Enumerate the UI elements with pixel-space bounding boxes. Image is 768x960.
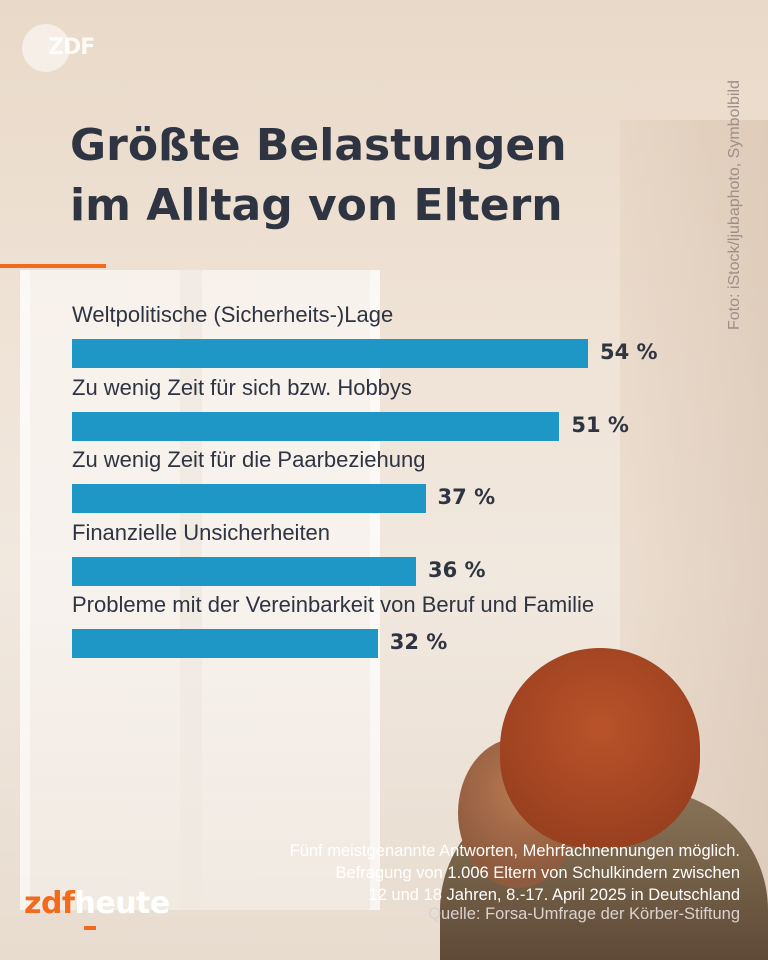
- bar: [72, 411, 560, 441]
- page-title: Größte Belastungen im Alltag von Eltern: [70, 116, 630, 236]
- category-label: Zu wenig Zeit für sich bzw. Hobbys: [72, 374, 412, 400]
- bar: [72, 484, 426, 513]
- category-label: Zu wenig Zeit für die Paarbeziehung: [72, 447, 426, 472]
- source-note: Quelle: Forsa-Umfrage der Körber-Stiftun…: [428, 905, 740, 923]
- title-accent-line: [0, 264, 106, 268]
- title-line-2: im Alltag von Eltern: [70, 180, 563, 231]
- brand-zdf: zdf: [24, 886, 75, 921]
- footnote-line-2: Befragung von 1.006 Eltern von Schulkind…: [335, 864, 741, 882]
- category-label: Weltpolitische (Sicherheits-)Lage: [72, 302, 394, 327]
- zdfheute-logo: zdfheute: [24, 886, 171, 930]
- brand-underline: [84, 926, 96, 930]
- zdf-logo-icon: ZDF: [22, 24, 95, 72]
- value-label: 37 %: [437, 485, 496, 509]
- zdf-logo-text: ZDF: [48, 35, 95, 60]
- value-label: 36 %: [428, 557, 486, 582]
- title-line-1: Größte Belastungen: [70, 120, 567, 171]
- footnote-line-3: 12 und 18 Jahren, 8.-17. April 2025 in D…: [368, 886, 740, 904]
- value-label: 54 %: [600, 340, 658, 364]
- footnote-line-1: Fünf meistgenannte Antworten, Mehrfachne…: [289, 842, 740, 860]
- value-label: 32 %: [389, 630, 448, 654]
- bar: [72, 339, 588, 368]
- value-label: 51 %: [571, 412, 629, 437]
- brand-heute: heute: [74, 886, 171, 921]
- category-label: Probleme mit der Vereinbarkeit von Beruf…: [72, 592, 595, 617]
- background-mother-hair: [500, 648, 700, 848]
- bar: [72, 556, 416, 586]
- category-label: Finanzielle Unsicherheiten: [72, 519, 331, 545]
- bar: [72, 629, 378, 658]
- footnote: Fünf meistgenannte Antworten, Mehrfachne…: [220, 840, 740, 906]
